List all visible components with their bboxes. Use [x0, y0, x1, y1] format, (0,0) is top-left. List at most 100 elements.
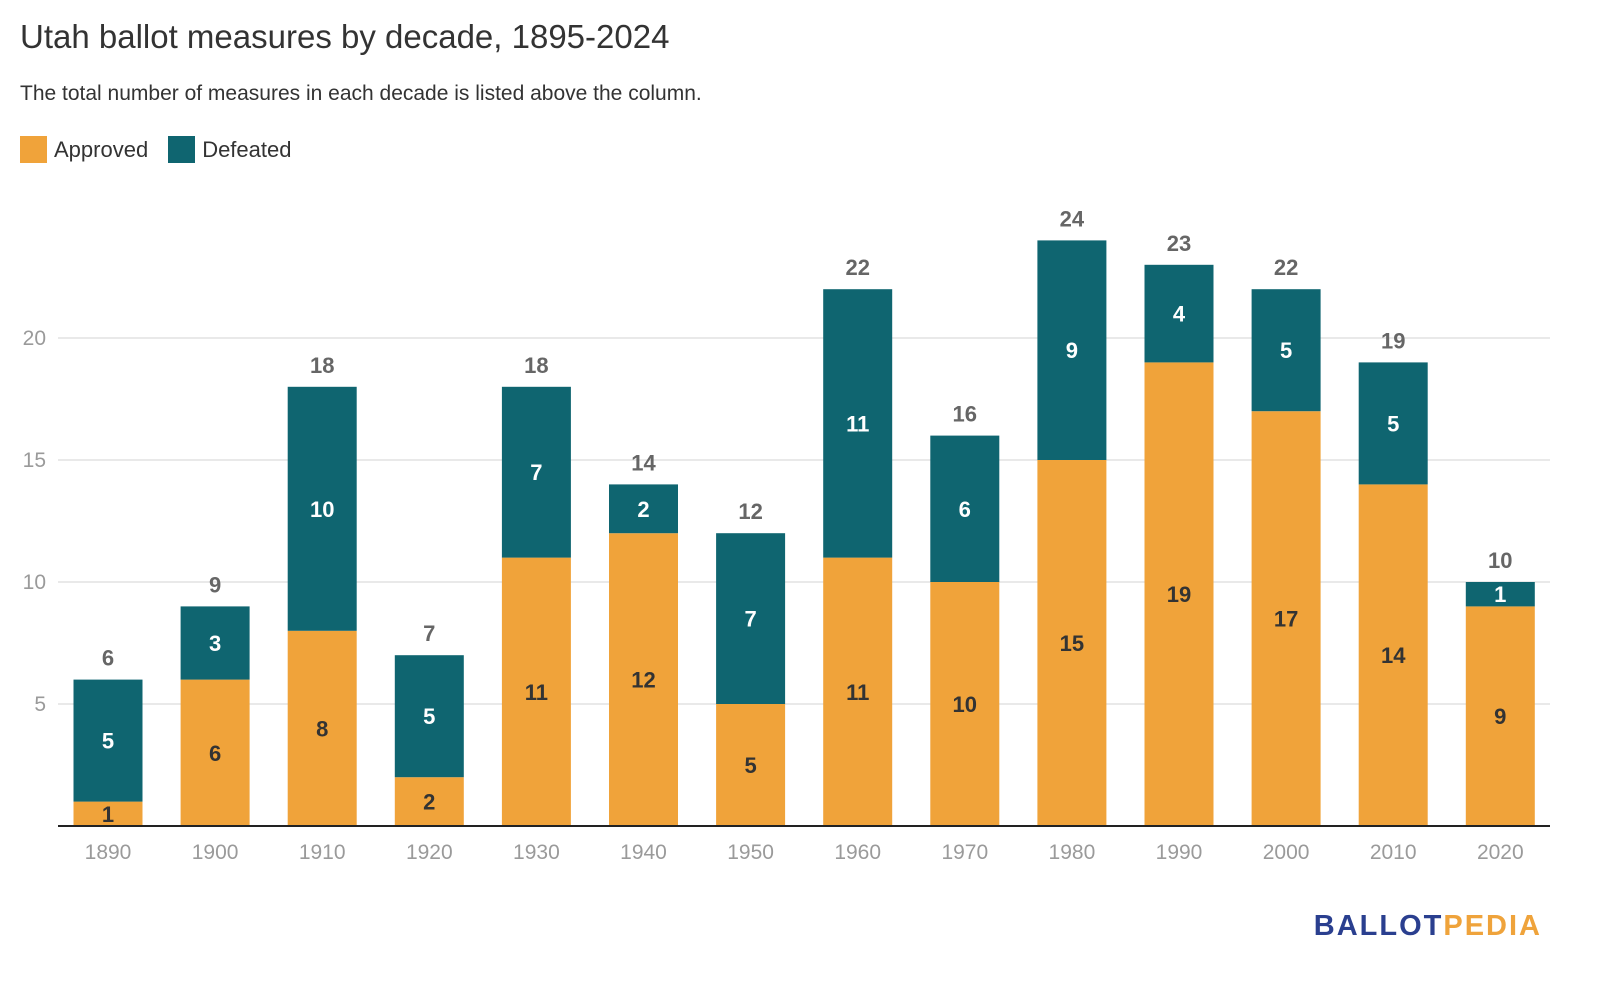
- data-label-approved-1890: 1: [102, 802, 114, 827]
- bar-approved-1890: [73, 801, 143, 826]
- data-label-approved-1900: 6: [209, 741, 221, 766]
- y-tick-label-10: 10: [23, 571, 46, 594]
- x-tick-label-1980: 1980: [1049, 841, 1096, 864]
- data-label-approved-2000: 17: [1274, 607, 1298, 632]
- x-tick-label-1960: 1960: [834, 841, 881, 864]
- legend-item-defeated[interactable]: Defeated: [168, 136, 291, 163]
- total-label-2010: 19: [1381, 328, 1405, 353]
- bar-approved-1930: [501, 557, 571, 826]
- chart-subtitle: The total number of measures in each dec…: [20, 82, 702, 105]
- chart-title: Utah ballot measures by decade, 1895-202…: [20, 18, 670, 55]
- y-tick-label-15: 15: [23, 449, 46, 472]
- bar-approved-2000: [1251, 411, 1321, 826]
- x-tick-label-1910: 1910: [299, 841, 346, 864]
- legend-label-defeated: Defeated: [202, 136, 292, 162]
- bar-approved-1950: [716, 704, 786, 826]
- total-label-1920: 7: [423, 621, 435, 646]
- data-label-defeated-2000: 5: [1280, 338, 1292, 363]
- legend-label-approved: Approved: [54, 136, 149, 162]
- data-label-defeated-2020: 1: [1494, 582, 1506, 607]
- legend-swatch-approved: [20, 136, 47, 163]
- bar-defeated-1940: [609, 484, 678, 534]
- x-tick-label-1970: 1970: [941, 841, 988, 864]
- data-label-defeated-1900: 3: [209, 631, 221, 656]
- bar-approved-1990: [1144, 362, 1214, 826]
- bar-approved-1960: [823, 557, 893, 826]
- bar-defeated-1960: [823, 289, 893, 558]
- data-label-defeated-1980: 9: [1066, 338, 1078, 363]
- x-tick-label-1890: 1890: [85, 841, 132, 864]
- x-tick-label-2010: 2010: [1370, 841, 1417, 864]
- bar-defeated-1980: [1037, 240, 1107, 460]
- data-label-defeated-1970: 6: [959, 497, 971, 522]
- data-label-approved-1920: 2: [423, 790, 435, 815]
- total-label-2000: 22: [1274, 255, 1298, 280]
- bar-defeated-1950: [716, 533, 786, 704]
- bar-defeated-1990: [1144, 264, 1214, 363]
- data-label-approved-2010: 14: [1381, 643, 1406, 668]
- data-label-defeated-1920: 5: [423, 704, 435, 729]
- data-label-approved-1940: 12: [631, 668, 655, 693]
- bar-approved-1910: [287, 630, 357, 826]
- legend-item-approved[interactable]: Approved: [20, 136, 148, 163]
- total-label-1950: 12: [738, 499, 762, 524]
- total-label-1900: 9: [209, 572, 221, 597]
- data-label-defeated-2010: 5: [1387, 411, 1399, 436]
- data-label-approved-1930: 11: [525, 680, 548, 705]
- bar-defeated-1930: [501, 386, 571, 558]
- bar-defeated-1910: [287, 386, 357, 631]
- data-label-defeated-1890: 5: [102, 729, 114, 754]
- bar-defeated-2010: [1358, 362, 1428, 485]
- data-label-approved-1990: 19: [1167, 582, 1191, 607]
- data-label-approved-1980: 15: [1060, 631, 1084, 656]
- data-label-approved-1960: 11: [846, 680, 869, 705]
- x-tick-label-2000: 2000: [1263, 841, 1310, 864]
- bar-defeated-1970: [930, 435, 1000, 582]
- ballotpedia-logo: BALLOTPEDIA: [1314, 910, 1542, 943]
- bar-approved-2020: [1465, 606, 1535, 826]
- total-label-1930: 18: [524, 353, 548, 378]
- bar-defeated-1920: [394, 655, 464, 778]
- data-label-approved-2020: 9: [1494, 704, 1506, 729]
- logo-text-ballot: BALLOT: [1313, 910, 1444, 942]
- bar-approved-2010: [1358, 484, 1428, 826]
- data-label-approved-1910: 8: [316, 716, 328, 741]
- y-tick-label-20: 20: [23, 327, 46, 350]
- data-label-defeated-1910: 10: [310, 497, 334, 522]
- bar-defeated-2000: [1251, 289, 1321, 412]
- y-tick-label-5: 5: [34, 693, 46, 716]
- bar-defeated-1900: [180, 606, 250, 680]
- data-label-approved-1970: 10: [953, 692, 977, 717]
- x-tick-label-1930: 1930: [513, 841, 560, 864]
- data-label-defeated-1950: 7: [744, 607, 756, 632]
- x-tick-label-1920: 1920: [406, 841, 453, 864]
- total-label-1970: 16: [953, 402, 977, 427]
- data-label-defeated-1960: 11: [846, 411, 869, 436]
- bar-defeated-1890: [73, 679, 143, 802]
- bar-approved-1940: [609, 533, 678, 826]
- logo-text-pedia: PEDIA: [1443, 910, 1542, 942]
- x-tick-label-1990: 1990: [1156, 841, 1203, 864]
- bar-approved-1900: [180, 679, 250, 826]
- x-tick-label-2020: 2020: [1477, 841, 1524, 864]
- total-label-1910: 18: [310, 353, 334, 378]
- x-tick-label-1950: 1950: [727, 841, 774, 864]
- x-tick-label-1900: 1900: [192, 841, 239, 864]
- bar-approved-1920: [394, 777, 464, 826]
- data-label-defeated-1930: 7: [530, 460, 542, 485]
- bar-defeated-2020: [1465, 582, 1535, 607]
- legend: Approved Defeated: [20, 136, 311, 163]
- legend-swatch-defeated: [168, 136, 196, 163]
- total-label-1890: 6: [102, 646, 114, 671]
- data-label-approved-1950: 5: [744, 753, 756, 778]
- x-tick-label-1940: 1940: [620, 841, 667, 864]
- total-label-1990: 23: [1167, 231, 1191, 256]
- bar-approved-1970: [930, 582, 1000, 826]
- total-label-1960: 22: [845, 255, 869, 280]
- data-label-defeated-1940: 2: [637, 497, 649, 522]
- data-label-defeated-1990: 4: [1173, 302, 1186, 327]
- bar-approved-1980: [1037, 460, 1107, 826]
- total-label-1940: 14: [631, 450, 656, 475]
- total-label-2020: 10: [1488, 548, 1512, 573]
